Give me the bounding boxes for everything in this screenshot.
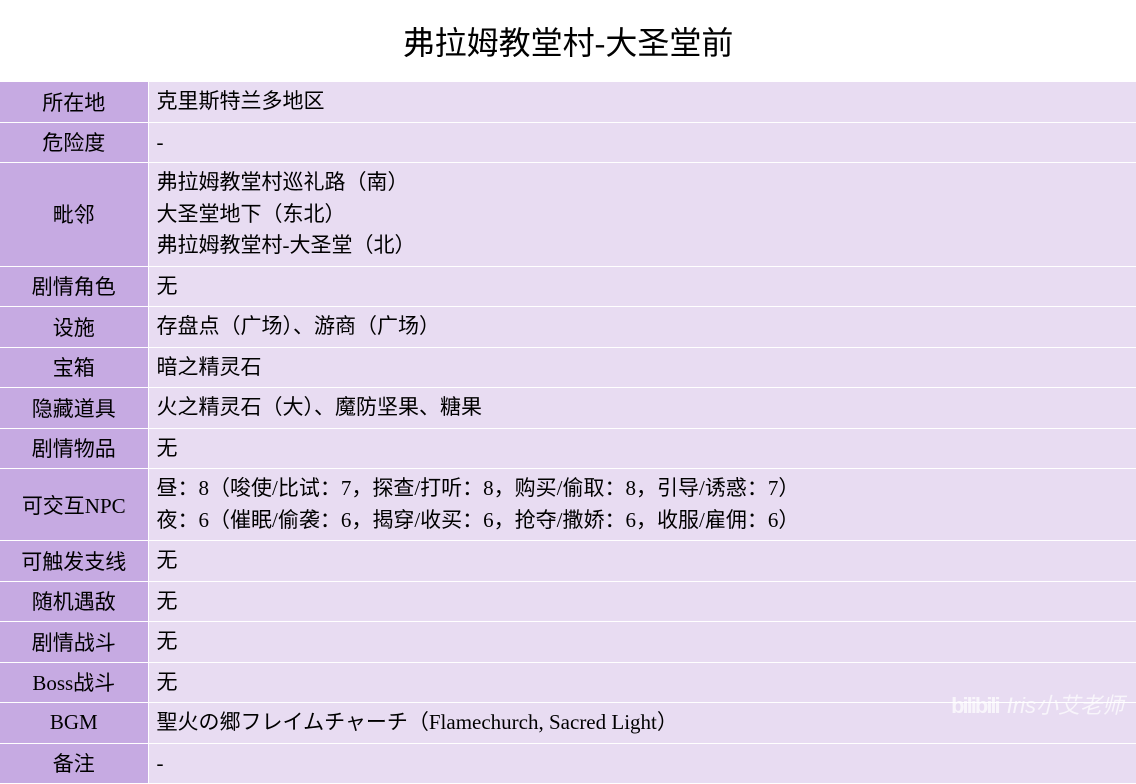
table-row: 毗邻弗拉姆教堂村巡礼路（南） 大圣堂地下（东北） 弗拉姆教堂村-大圣堂（北） bbox=[0, 163, 1136, 267]
row-value: 无 bbox=[148, 622, 1136, 663]
row-label: 剧情战斗 bbox=[0, 622, 148, 663]
row-label: 剧情角色 bbox=[0, 266, 148, 307]
row-value: 克里斯特兰多地区 bbox=[148, 82, 1136, 122]
row-label: 设施 bbox=[0, 307, 148, 348]
row-value: 无 bbox=[148, 266, 1136, 307]
table-row: 宝箱暗之精灵石 bbox=[0, 347, 1136, 388]
table-row: 剧情战斗无 bbox=[0, 622, 1136, 663]
row-label: 宝箱 bbox=[0, 347, 148, 388]
table-row: 所在地克里斯特兰多地区 bbox=[0, 82, 1136, 122]
row-label: BGM bbox=[0, 703, 148, 744]
info-table: 所在地克里斯特兰多地区危险度-毗邻弗拉姆教堂村巡礼路（南） 大圣堂地下（东北） … bbox=[0, 82, 1136, 784]
page-title: 弗拉姆教堂村-大圣堂前 bbox=[0, 0, 1136, 82]
table-row: 可交互NPC昼：8（唆使/比试：7，探查/打听：8，购买/偷取：8，引导/诱惑：… bbox=[0, 469, 1136, 541]
row-label: 备注 bbox=[0, 743, 148, 784]
row-value: 无 bbox=[148, 662, 1136, 703]
row-label: 隐藏道具 bbox=[0, 388, 148, 429]
table-row: 剧情物品无 bbox=[0, 428, 1136, 469]
row-value: 无 bbox=[148, 541, 1136, 582]
table-row: 设施存盘点（广场）、游商（广场） bbox=[0, 307, 1136, 348]
table-row: 可触发支线无 bbox=[0, 541, 1136, 582]
row-value: 无 bbox=[148, 581, 1136, 622]
row-label: 毗邻 bbox=[0, 163, 148, 267]
row-value: 无 bbox=[148, 428, 1136, 469]
row-label: Boss战斗 bbox=[0, 662, 148, 703]
row-label: 可交互NPC bbox=[0, 469, 148, 541]
table-row: 危险度- bbox=[0, 122, 1136, 163]
table-row: 备注- bbox=[0, 743, 1136, 784]
table-row: 剧情角色无 bbox=[0, 266, 1136, 307]
table-row: 隐藏道具火之精灵石（大）、魔防坚果、糖果 bbox=[0, 388, 1136, 429]
table-row: BGM聖火の郷フレイムチャーチ（Flamechurch, Sacred Ligh… bbox=[0, 703, 1136, 744]
row-value: 昼：8（唆使/比试：7，探查/打听：8，购买/偷取：8，引导/诱惑：7） 夜：6… bbox=[148, 469, 1136, 541]
row-value: - bbox=[148, 122, 1136, 163]
row-value: - bbox=[148, 743, 1136, 784]
table-row: 随机遇敌无 bbox=[0, 581, 1136, 622]
row-label: 随机遇敌 bbox=[0, 581, 148, 622]
row-value: 弗拉姆教堂村巡礼路（南） 大圣堂地下（东北） 弗拉姆教堂村-大圣堂（北） bbox=[148, 163, 1136, 267]
row-label: 危险度 bbox=[0, 122, 148, 163]
row-label: 所在地 bbox=[0, 82, 148, 122]
row-value: 火之精灵石（大）、魔防坚果、糖果 bbox=[148, 388, 1136, 429]
table-row: Boss战斗无 bbox=[0, 662, 1136, 703]
info-table-body: 所在地克里斯特兰多地区危险度-毗邻弗拉姆教堂村巡礼路（南） 大圣堂地下（东北） … bbox=[0, 82, 1136, 784]
row-value: 暗之精灵石 bbox=[148, 347, 1136, 388]
row-label: 剧情物品 bbox=[0, 428, 148, 469]
row-label: 可触发支线 bbox=[0, 541, 148, 582]
row-value: 存盘点（广场）、游商（广场） bbox=[148, 307, 1136, 348]
row-value: 聖火の郷フレイムチャーチ（Flamechurch, Sacred Light） bbox=[148, 703, 1136, 744]
